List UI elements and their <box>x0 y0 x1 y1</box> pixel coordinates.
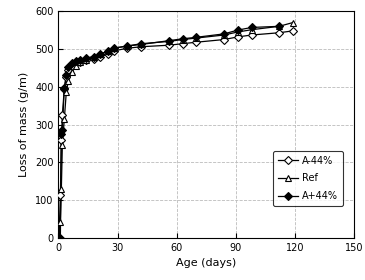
Y-axis label: Loss of mass (g/m): Loss of mass (g/m) <box>19 72 30 177</box>
X-axis label: Age (days): Age (days) <box>176 258 237 269</box>
Legend: A-44%, Ref, A+44%: A-44%, Ref, A+44% <box>273 151 343 206</box>
